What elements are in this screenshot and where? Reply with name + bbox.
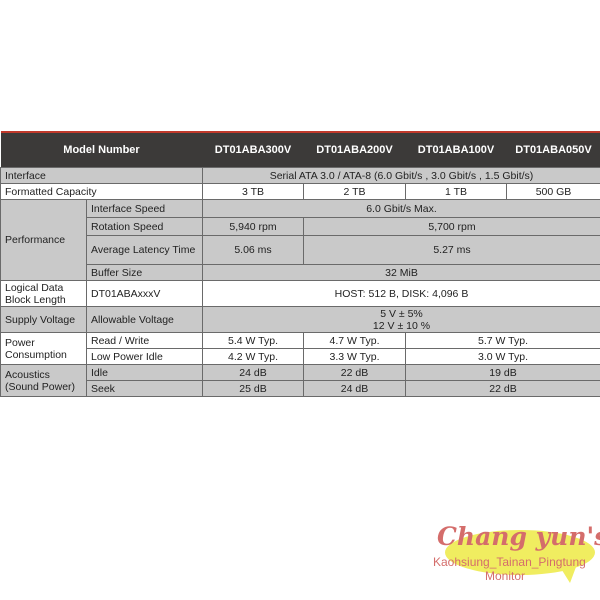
sub-label: Seek [86,380,203,397]
latency-row: Average Latency Time 5.06 ms 5.27 ms [1,235,600,265]
row-label: Logical Data Block Length [0,280,87,307]
speech-bubble-tail [560,567,576,583]
spec-table: Model Number DT01ABA300V DT01ABA200V DT0… [0,131,600,397]
cell: Serial ATA 3.0 / ATA-8 (6.0 Gbit/s , 3.0… [202,167,600,184]
row-label: Power Consumption [0,332,87,365]
cell: 3.0 W Typ. [405,348,600,365]
row-label: Interface [0,167,203,184]
voltage-5v: 5 V ± 5% [380,307,423,320]
sub-label: Average Latency Time [86,235,203,265]
acoustics-seek-row: Seek 25 dB 24 dB 22 dB [1,380,600,397]
model-header: DT01ABA100V [405,131,507,168]
cell: HOST: 512 B, DISK: 4,096 B [202,280,600,307]
cell: 2 TB [303,183,406,200]
cell: 3.3 W Typ. [303,348,406,365]
watermark-line2: Monitor [485,569,526,583]
row-label: Performance [0,199,87,281]
model-header: DT01ABA200V [303,131,406,168]
sub-label: Interface Speed [86,199,203,218]
sub-label: Allowable Voltage [86,306,203,333]
sub-label: DT01ABAxxxV [86,280,203,307]
watermark-brand: Chang yun's [437,522,600,551]
watermark-logo: Chang yun's Kaohsiung_Tainan_Pingtung Mo… [425,512,600,592]
acoustics-idle-row: Acoustics (Sound Power) Idle 24 dB 22 dB… [0,364,600,397]
cell: 500 GB [506,183,600,200]
sub-label: Rotation Speed [86,217,203,236]
row-label: Formatted Capacity [0,183,203,200]
cell: 24 dB [202,364,304,381]
cell: 3 TB [202,183,304,200]
power-rw-row: Power Consumption Read / Write 5.4 W Typ… [0,332,600,365]
cell: 22 dB [405,380,600,397]
capacity-row: Formatted Capacity 3 TB 2 TB 1 TB 500 GB [0,183,600,200]
cell: 5,940 rpm [202,217,304,236]
cell: 5.06 ms [202,235,304,265]
model-header: DT01ABA300V [202,131,304,168]
row-label: Supply Voltage [0,306,87,333]
cell: 4.2 W Typ. [202,348,304,365]
watermark-line1: Kaohsiung_Tainan_Pingtung [433,555,586,569]
cell: 4.7 W Typ. [303,332,406,349]
sub-label: Read / Write [86,332,203,349]
row-label: Acoustics (Sound Power) [0,364,87,397]
model-number-header: Model Number [0,131,203,168]
interface-row: Interface Serial ATA 3.0 / ATA-8 (6.0 Gb… [0,167,600,184]
rotation-row: Rotation Speed 5,940 rpm 5,700 rpm [1,217,600,236]
cell: 24 dB [303,380,406,397]
cell: 5.4 W Typ. [202,332,304,349]
cell: 19 dB [405,364,600,381]
sub-label: Low Power Idle [86,348,203,365]
supply-row: Supply Voltage Allowable Voltage 5 V ± 5… [0,306,600,333]
voltage-12v: 12 V ± 10 % [372,319,431,332]
model-header: DT01ABA050V [506,131,600,168]
sub-label: Idle [86,364,203,381]
cell: 6.0 Gbit/s Max. [202,199,600,218]
header-row: Model Number DT01ABA300V DT01ABA200V DT0… [0,131,600,168]
power-idle-row: Low Power Idle 4.2 W Typ. 3.3 W Typ. 3.0… [1,348,600,365]
cell: 5.27 ms [303,235,600,265]
sub-label: Buffer Size [86,264,203,281]
interface-speed-row: Performance Interface Speed 6.0 Gbit/s M… [0,199,600,281]
cell: 32 MiB [202,264,600,281]
cell: 5.7 W Typ. [405,332,600,349]
cell: 25 dB [202,380,304,397]
cell: 1 TB [405,183,507,200]
cell: 5,700 rpm [303,217,600,236]
cell: 22 dB [303,364,406,381]
buffer-row: Buffer Size 32 MiB [1,264,600,281]
logical-row: Logical Data Block Length DT01ABAxxxV HO… [0,280,600,307]
cell: 5 V ± 5% 12 V ± 10 % [202,306,600,333]
